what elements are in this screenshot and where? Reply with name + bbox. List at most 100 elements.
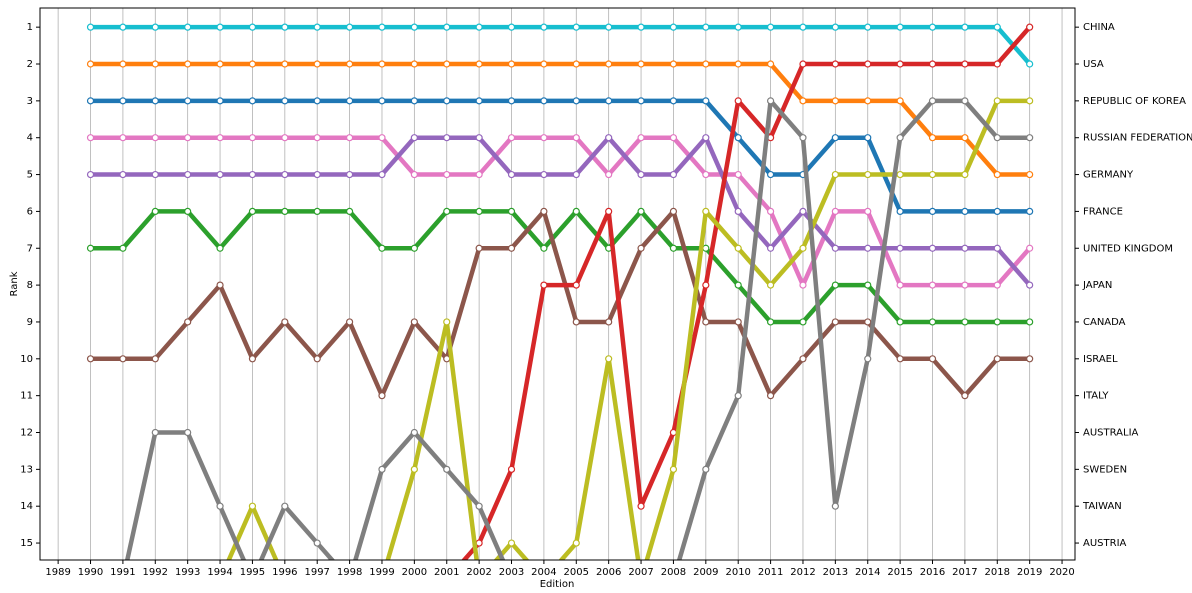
point [993, 97, 1001, 105]
y2-tick-label: ITALY [1083, 391, 1109, 402]
point [637, 244, 645, 252]
point [961, 392, 969, 400]
point [896, 281, 904, 289]
y2-tick-label: AUSTRALIA [1083, 428, 1139, 439]
point [507, 207, 516, 216]
point [799, 244, 807, 252]
series-line [676, 98, 1030, 560]
point [766, 392, 775, 400]
point [410, 60, 418, 68]
point [993, 134, 1001, 142]
point [475, 134, 483, 142]
point [313, 207, 321, 216]
point [766, 318, 775, 326]
point [281, 97, 289, 105]
point [475, 60, 483, 68]
point [345, 97, 354, 105]
point [734, 170, 742, 179]
point [507, 465, 516, 473]
point [702, 318, 710, 326]
point [281, 60, 289, 68]
point [831, 318, 839, 326]
point [151, 97, 159, 105]
x-tick-label: 1992 [143, 567, 168, 578]
x-tick-label: 2010 [725, 567, 750, 578]
point [993, 170, 1001, 179]
point [443, 97, 451, 105]
point [864, 23, 872, 31]
point [864, 355, 872, 363]
point [605, 97, 613, 105]
series-line [90, 209, 1030, 325]
point [799, 23, 807, 31]
point [896, 170, 904, 179]
x-tick-label: 1991 [110, 567, 135, 578]
point [248, 355, 257, 363]
x-tick-label: 1989 [45, 567, 70, 578]
point [507, 60, 516, 68]
point [151, 134, 159, 142]
point [443, 23, 451, 31]
point [928, 207, 937, 216]
x-tick-label: 2011 [758, 567, 783, 578]
point [993, 244, 1001, 252]
point [378, 23, 386, 31]
point [961, 97, 969, 105]
point [281, 23, 289, 31]
point [993, 23, 1001, 31]
point [993, 318, 1001, 326]
point [928, 355, 937, 363]
point [540, 60, 548, 68]
point [345, 207, 354, 216]
x-tick-label: 2012 [790, 567, 815, 578]
point [637, 134, 645, 142]
point [216, 244, 224, 252]
point [281, 502, 289, 510]
x-tick-label: 2015 [887, 567, 912, 578]
point [766, 244, 775, 252]
y2-tick-label: RUSSIAN FEDERATION [1083, 133, 1192, 144]
point [831, 23, 839, 31]
point [378, 244, 386, 252]
point [961, 281, 969, 289]
y-tick-label: 4 [27, 133, 33, 144]
x-tick-label: 1995 [240, 567, 265, 578]
point [864, 170, 872, 179]
y-axis-label: Rank [9, 271, 20, 296]
point [831, 60, 839, 68]
point [184, 134, 192, 142]
y2-tick-label: GERMANY [1083, 170, 1134, 181]
point [281, 318, 289, 326]
point [475, 502, 483, 510]
point [993, 207, 1001, 216]
point [896, 97, 904, 105]
point [345, 134, 354, 142]
point [799, 207, 807, 216]
point [669, 465, 678, 473]
point [734, 23, 742, 31]
y-tick-label: 12 [20, 428, 33, 439]
point [248, 134, 257, 142]
point [151, 207, 159, 216]
point [151, 60, 159, 68]
series-line [90, 61, 1030, 177]
point [896, 318, 904, 326]
point [86, 23, 95, 31]
x-tick-label: 2016 [920, 567, 945, 578]
point [443, 318, 451, 326]
point [572, 23, 580, 31]
point [151, 355, 159, 363]
point [475, 97, 483, 105]
point [313, 60, 321, 68]
point [896, 244, 904, 252]
point [151, 23, 159, 31]
y-tick-label: 9 [27, 317, 33, 328]
point [540, 281, 548, 289]
point [572, 97, 580, 105]
y-tick-label: 5 [27, 170, 33, 181]
y2-tick-label: REPUBLIC OF KOREA [1083, 96, 1186, 107]
y2-tick-label: UNITED KINGDOM [1083, 243, 1173, 254]
point [345, 318, 354, 326]
point [443, 465, 451, 473]
point [540, 207, 548, 216]
